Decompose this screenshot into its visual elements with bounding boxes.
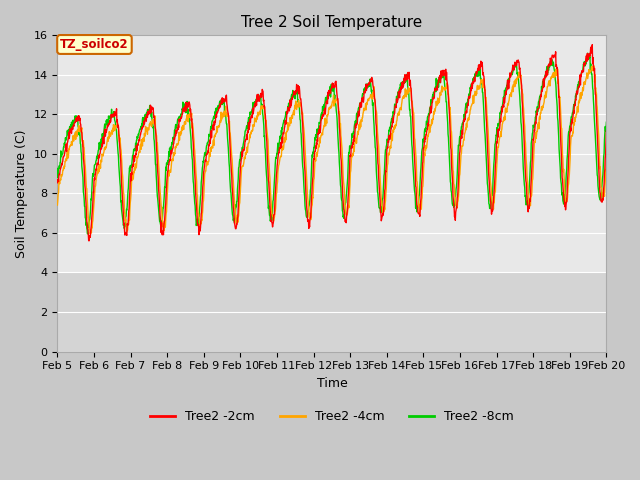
Bar [58,273,606,351]
Text: TZ_soilco2: TZ_soilco2 [60,38,129,51]
Y-axis label: Soil Temperature (C): Soil Temperature (C) [15,129,28,258]
Legend: Tree2 -2cm, Tree2 -4cm, Tree2 -8cm: Tree2 -2cm, Tree2 -4cm, Tree2 -8cm [145,405,519,428]
Title: Tree 2 Soil Temperature: Tree 2 Soil Temperature [241,15,422,30]
X-axis label: Time: Time [317,377,348,390]
